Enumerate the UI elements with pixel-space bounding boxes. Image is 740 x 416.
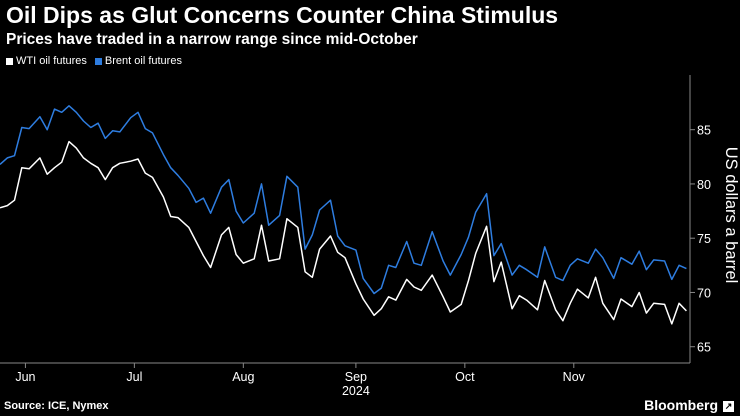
- chart-title: Oil Dips as Glut Concerns Counter China …: [6, 2, 559, 28]
- y-tick-label-65: 65: [697, 341, 711, 355]
- series-line-wti: [0, 140, 687, 325]
- x-tick-label-nov: Nov: [563, 370, 586, 384]
- arrow-up-right-icon: ↗: [723, 401, 734, 412]
- y-tick-label-85: 85: [697, 124, 711, 138]
- legend-item-brent: Brent oil futures: [94, 55, 182, 67]
- line-chart: 65 70 75 80 85 US dollars a barrel Jun Jul Aug Se…: [0, 75, 740, 396]
- x-tick-label-sep: Sep: [345, 370, 367, 384]
- y-tick-label-80: 80: [697, 178, 711, 192]
- series-line-brent: [0, 105, 687, 295]
- x-tick-label-aug: Aug: [232, 370, 254, 384]
- legend-swatch-brent: [94, 57, 102, 65]
- legend: WTI oil futures Brent oil futures: [6, 55, 190, 67]
- x-tick-label-oct: Oct: [455, 370, 475, 384]
- x-tick-label-jul: Jul: [126, 370, 142, 384]
- bloomberg-logo: Bloomberg: [644, 397, 718, 413]
- y-axis-title: US dollars a barrel: [722, 147, 740, 284]
- y-tick-label-75: 75: [697, 232, 711, 246]
- x-year-label: 2024: [342, 384, 370, 396]
- legend-swatch-wti: [6, 57, 13, 65]
- y-tick-label-70: 70: [697, 286, 711, 300]
- chart-subtitle: Prices have traded in a narrow range sin…: [6, 31, 418, 48]
- legend-item-wti: WTI oil futures: [6, 55, 87, 67]
- legend-label-wti: WTI oil futures: [16, 55, 87, 67]
- source-note: Source: ICE, Nymex: [4, 400, 109, 412]
- x-tick-label-jun: Jun: [15, 370, 35, 384]
- legend-label-brent: Brent oil futures: [104, 55, 182, 67]
